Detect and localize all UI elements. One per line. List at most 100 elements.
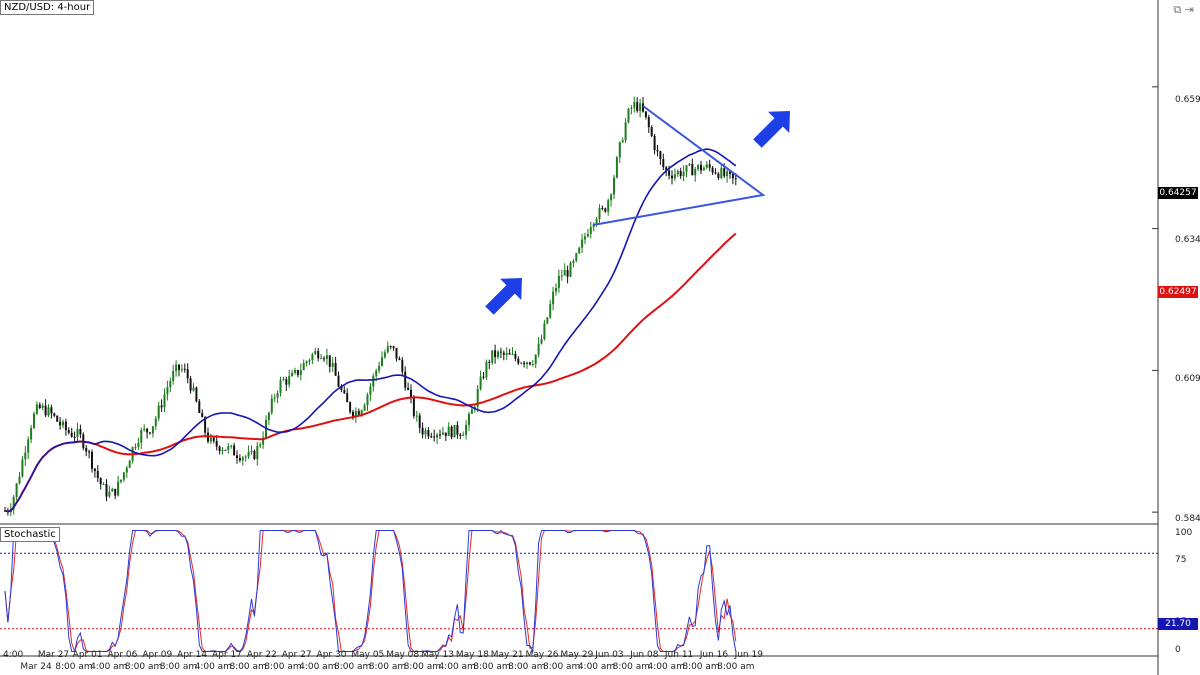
candle-body [415,415,418,417]
candle-body [349,402,352,412]
candle-body [366,394,369,406]
stoch-tick: 100 [1175,528,1193,538]
candle-body [114,488,117,496]
candle-body [375,370,378,376]
candle-body [21,459,24,477]
stoch-k-line [4,529,737,654]
candle-body [586,233,589,237]
candle-body [227,446,230,450]
candle-body [221,449,224,452]
candle-body [584,236,586,240]
candle-body [636,102,639,111]
candle-body [172,370,175,382]
candle-body [337,375,340,387]
candle-body [204,417,207,433]
candle-body [485,361,488,378]
candle-body [644,111,647,118]
candle-body [726,171,729,177]
candle-body [267,412,270,421]
candle-body [102,483,105,485]
time-label: 4:00 am [577,662,616,672]
time-label: 8:00 am [229,662,267,672]
candle-body [511,353,514,355]
candle-body [76,429,79,437]
candle-body [314,351,317,355]
candle-body [308,360,311,362]
candle-body [244,456,247,458]
candle-body [160,405,163,408]
time-label: Apr 27 [281,650,312,660]
candle-body [679,171,682,177]
candle-body [169,381,172,388]
candle-body [560,275,563,277]
candle-body [238,457,241,461]
candle-body [395,347,398,359]
candle-body [236,455,238,458]
stochastic-label: Stochastic [0,527,60,542]
candle-body [209,437,212,442]
candle-body [607,200,610,212]
candle-body [250,450,253,452]
candle-body [410,389,412,398]
candle-body [340,386,343,391]
time-label: 8:00 am [612,662,650,672]
time-label: 8:00 am [124,662,163,672]
candle-body [508,353,511,355]
time-label: Jun 19 [734,650,763,660]
candle-body [311,354,314,361]
time-label: 4:00 am [299,662,337,672]
candle-body [389,346,392,348]
candle-body [212,437,215,442]
candle-body [491,350,494,363]
candle-body [134,446,137,448]
candle-body [671,175,673,179]
candle-body [433,436,436,438]
candle-body [441,432,444,435]
candle-body [383,352,386,358]
candle-body [108,491,111,497]
candle-body [67,430,70,433]
candle-body [157,405,160,419]
candle-body [468,413,470,425]
candle-body [621,140,624,143]
candle-body [653,135,656,151]
candle-body [659,151,662,159]
candle-body [27,439,30,453]
candle-body [662,158,665,168]
candle-body [572,260,575,263]
candle-body [598,207,601,220]
candle-body [183,368,186,370]
candle-body [299,370,302,375]
candle-body [282,379,285,381]
candle-body [317,351,320,359]
candle-body [140,429,143,443]
candle-body [302,363,305,371]
candle-body [537,343,540,355]
time-label: 4:00 am [90,662,128,672]
candle-body [613,177,615,195]
candle-body [563,269,566,276]
time-label: May 18 [455,650,489,660]
time-label: May 26 [525,650,559,660]
candle-body [444,432,447,436]
candle-body [714,172,717,174]
candle-body [125,467,128,473]
time-label: May 29 [560,650,594,660]
candle-body [595,219,598,224]
candle-body [615,157,618,178]
candle-body [175,364,178,371]
candle-body [505,353,508,355]
candle-body [705,164,708,168]
candle-body [386,346,389,353]
candle-body [128,460,131,468]
candle-body [288,376,291,385]
candle-body [450,426,453,438]
candle-body [33,413,35,428]
candle-body [557,275,560,288]
candle-body [465,424,468,435]
time-label: 4:00 am [438,662,476,672]
time-label: 8:00 am [368,662,407,672]
ma200-price-label: 0.62497 [1158,286,1198,298]
scroll-icons[interactable]: ⧉ ⇥ [1173,3,1194,16]
candle-body [79,429,82,435]
